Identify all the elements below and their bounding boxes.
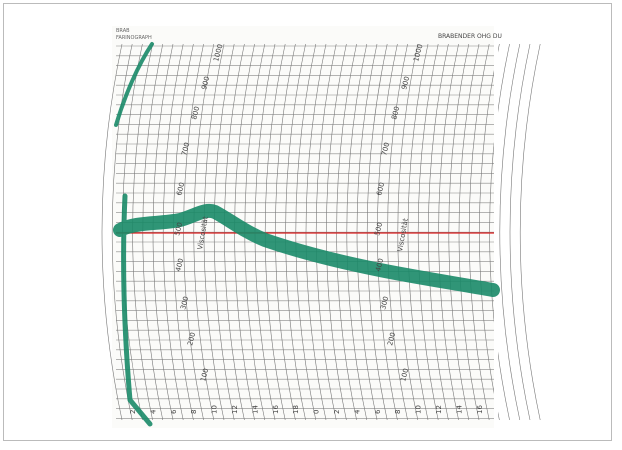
bottom-tick-label: 8 [394,410,402,414]
scale-label: 100 [399,368,410,383]
grid-arc [397,43,419,421]
grid-arc [519,43,541,421]
grid-arc [315,43,337,421]
bottom-tick-label: 10 [211,405,219,414]
bottom-tick-label: 16 [272,405,280,414]
scale-label: 600 [375,182,386,197]
grid-arc [499,43,521,421]
grid-arc [213,43,235,421]
header-line: FARINOGRAPH [116,35,152,41]
bottom-tick-label: 4 [149,409,157,414]
grid-arc [234,43,255,421]
brand: BRABENDER OHG DU [438,33,502,40]
grid-arc [111,43,133,421]
grid-arc [509,43,531,421]
bottom-tick-label: 8 [190,410,198,414]
grid-arc [173,43,194,421]
grid-arc [346,43,368,421]
scale-label: 500 [373,222,384,237]
grid-arc [224,43,245,421]
scale-label: 700 [380,142,391,157]
scale-label: 700 [180,142,191,157]
clip-edge [494,26,498,428]
grid-arc [448,43,470,421]
grid-arc [407,43,429,421]
grid-arc [428,43,449,421]
bottom-tick-label: 0 [313,410,321,414]
grid-arc [162,43,184,421]
trace [113,42,500,427]
grid-arc [458,43,480,421]
bottom-tick-label: 10 [415,405,423,414]
bottom-tick-label: 14 [455,405,463,414]
bottom-tick-label: 4 [353,409,361,414]
bottom-tick-label: 6 [170,409,178,414]
grid-arc [101,43,123,421]
scale-label: 600 [175,182,186,197]
scale-label: 300 [179,296,190,311]
bottom-tick-label: 12 [231,405,239,414]
header-line: BRAB [116,28,130,34]
scale-label: 200 [186,332,197,347]
scale-label: 400 [174,258,185,273]
grid-arc [438,43,459,421]
bottom-tick-label: 14 [251,405,259,414]
scale-label: 400 [374,258,385,273]
bottom-tick-label: 2 [333,410,341,414]
grid-arc [417,43,439,421]
grid-arc [305,43,327,421]
grid-arc [377,43,398,421]
scale-label: 500 [173,222,184,237]
grid-arc [295,43,317,421]
scale-label: 200 [386,332,397,347]
grid-arc [468,43,490,421]
grid-arc [264,43,286,421]
grid-arc [142,43,164,421]
grid-arc [387,43,408,421]
grid-arc [479,43,500,421]
bottom-tick-label: 18 [292,405,300,414]
grid-arc [336,43,357,421]
grid-arc [285,43,306,421]
bottom-tick-label: 16 [476,405,484,414]
scale-label: 800 [390,106,401,121]
grid-arc [203,43,225,421]
grid-arc [152,43,174,421]
grid [101,26,541,428]
scale-label: 800 [190,106,201,121]
scale-label: 900 [400,76,411,91]
grid-arc [489,43,510,421]
grid-arc [275,43,296,421]
bottom-tick-label: 12 [435,405,443,414]
bottom-tick-label: 6 [374,409,382,414]
grid-arc [326,43,347,421]
grid-arc [183,43,204,421]
grid-arc [366,43,388,421]
scale-label: 300 [379,296,390,311]
scale-label: 100 [199,368,210,383]
grid-arc [193,43,215,421]
grid-arc [356,43,378,421]
scale-label: 900 [200,76,211,91]
bottom-tick-label: 2 [129,410,137,414]
